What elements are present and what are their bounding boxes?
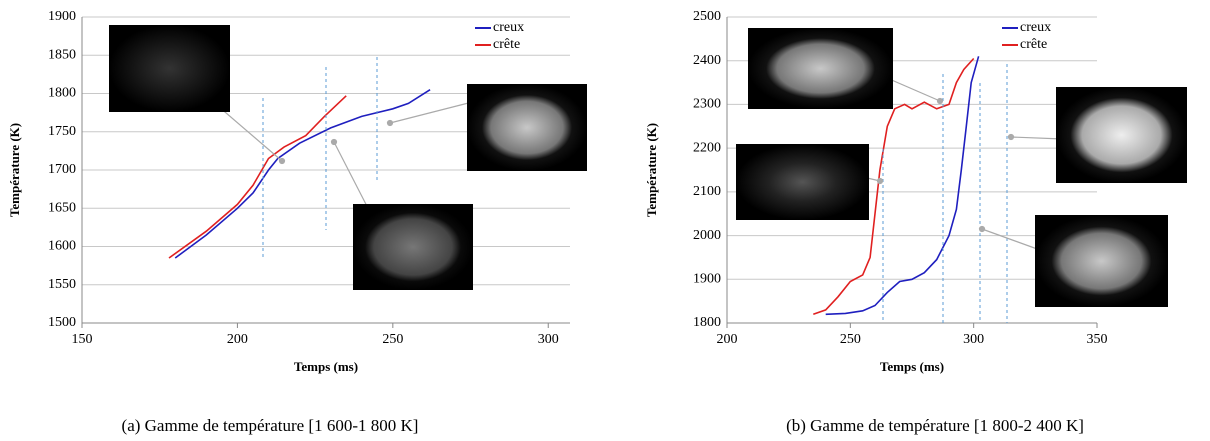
flame-image [1056,87,1187,183]
y-tick-label: 1600 [48,239,76,254]
y-tick-label: 1750 [48,124,76,139]
series-line [174,89,431,259]
annotations [262,57,1008,323]
y-tick-label: 1550 [48,277,76,292]
y-tick-label: 1850 [48,47,76,62]
x-tick-label: 300 [963,332,984,347]
y-tick-label: 1700 [48,162,76,177]
legend-label: creux [1020,20,1051,35]
y-tick-label: 1500 [48,315,76,330]
x-tick-label: 200 [717,332,738,347]
y-tick-label: 2100 [693,184,721,199]
x-tick-label: 150 [72,332,93,347]
legend-label: crête [493,37,520,52]
x-axis-label: Temps (ms) [294,359,358,374]
series-line [825,56,980,316]
y-tick-label: 2200 [693,140,721,155]
y-tick-label: 1900 [693,272,721,287]
series-line [813,57,975,316]
y-axis-label: Température (K) [644,123,659,217]
x-tick-label: 250 [382,332,403,347]
x-tick-label: 250 [840,332,861,347]
y-tick-label: 1900 [48,9,76,24]
y-tick-label: 2000 [693,228,721,243]
y-axis-label: Température (K) [7,123,22,217]
x-tick-label: 300 [538,332,559,347]
caption: (a) Gamme de température [1 600-1 800 K] [122,416,419,435]
flame-image [467,84,587,171]
flame-images [109,25,1187,307]
flame-image [748,28,893,109]
flame-image [109,25,230,112]
y-tick-label: 2400 [693,53,721,68]
y-tick-label: 1650 [48,200,76,215]
y-tick-label: 2300 [693,97,721,112]
flame-image [353,204,473,290]
caption: (b) Gamme de température [1 800-2 400 K] [786,416,1084,435]
y-tick-label: 1800 [693,315,721,330]
y-tick-label: 2500 [693,9,721,24]
legend-label: crête [1020,37,1047,52]
x-tick-label: 200 [227,332,248,347]
connectors [200,71,1067,258]
x-tick-label: 350 [1087,332,1108,347]
y-tick-label: 1800 [48,86,76,101]
legend-label: creux [493,20,524,35]
flame-image [736,144,869,220]
x-axis-label: Temps (ms) [880,359,944,374]
series-line [168,95,347,259]
flame-image [1035,215,1168,307]
